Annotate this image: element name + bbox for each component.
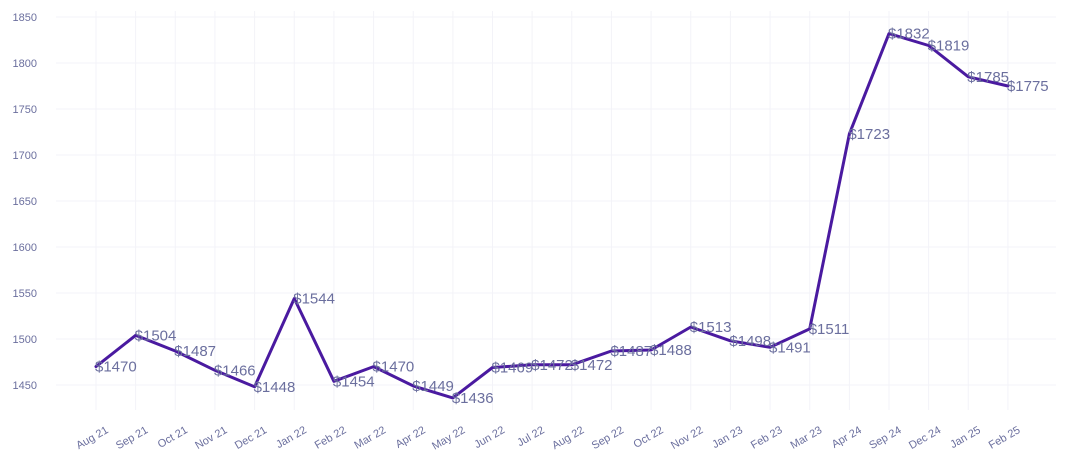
y-tick-label: 1650	[13, 196, 37, 208]
x-tick-label: Dec 24	[907, 424, 943, 452]
x-tick-label: Dec 21	[233, 424, 269, 452]
data-label: $1544	[293, 291, 335, 308]
x-tick-label: Sep 22	[590, 424, 626, 452]
data-label: $1466	[214, 362, 256, 379]
x-tick-label: Jan 25	[948, 424, 983, 451]
data-label: $1436	[452, 390, 494, 407]
data-label: $1469	[492, 360, 534, 377]
x-tick-label: Oct 21	[156, 424, 190, 451]
vertical-gridlines	[95, 11, 1009, 410]
x-tick-label: Feb 23	[749, 424, 785, 452]
y-tick-label: 1450	[13, 380, 37, 392]
x-axis-tick-labels: Aug 21 Sep 21 Oct 21 Nov 21 Dec 21 Jan 22 Feb …	[74, 424, 1022, 452]
x-tick-label: Mar 22	[352, 424, 388, 452]
price-series-line	[94, 32, 1010, 400]
data-labels: $1470$1504$1487$1466$1448$1544$1454$1470…	[95, 26, 1049, 407]
data-label: $1488	[650, 342, 692, 359]
x-tick-label: Aug 22	[550, 424, 586, 452]
x-tick-label: Nov 21	[193, 424, 229, 452]
data-label: $1513	[690, 319, 732, 336]
x-tick-label: Nov 22	[669, 424, 705, 452]
x-tick-label: Aug 21	[74, 424, 110, 452]
x-tick-label: Jun 22	[472, 424, 507, 451]
y-tick-label: 1800	[13, 58, 37, 70]
data-label: $1785	[967, 69, 1009, 86]
data-label: $1491	[769, 339, 811, 356]
y-tick-label: 1550	[13, 288, 37, 300]
y-tick-label: 1750	[13, 104, 37, 116]
horizontal-gridlines	[56, 16, 1056, 386]
data-label: $1832	[888, 26, 930, 43]
data-label: $1472	[531, 357, 573, 374]
data-label: $1448	[254, 379, 296, 396]
y-axis-tick-labels: 1450 1500 1550 1600 1650 1700 1750 1800 1850	[13, 12, 37, 392]
x-tick-label: Oct 22	[632, 424, 666, 451]
data-label: $1511	[809, 321, 850, 338]
data-label: $1487	[610, 343, 652, 360]
x-tick-label: Feb 25	[987, 424, 1023, 452]
x-tick-label: Jul 22	[515, 424, 546, 449]
data-label: $1775	[1007, 78, 1049, 95]
x-tick-label: Sep 24	[867, 424, 903, 452]
x-tick-label: Feb 22	[313, 424, 349, 452]
y-tick-label: 1500	[13, 334, 37, 346]
y-tick-label: 1850	[13, 12, 37, 24]
data-label: $1472	[571, 357, 613, 374]
data-label: $1454	[333, 373, 375, 390]
x-tick-label: Jan 22	[274, 424, 309, 451]
data-label: $1470	[373, 359, 415, 376]
data-label: $1449	[412, 378, 454, 395]
x-tick-label: Jan 23	[710, 424, 745, 451]
x-tick-label: Sep 21	[114, 424, 150, 452]
x-tick-label: Apr 24	[830, 424, 864, 451]
y-tick-label: 1600	[13, 242, 37, 254]
x-tick-label: Apr 22	[394, 424, 428, 451]
data-label: $1487	[174, 343, 216, 360]
y-tick-label: 1700	[13, 150, 37, 162]
data-label: $1819	[928, 38, 970, 55]
data-label: $1504	[135, 327, 177, 344]
x-tick-label: May 22	[430, 424, 467, 452]
data-label: $1470	[95, 359, 137, 376]
x-tick-label: Mar 23	[789, 424, 825, 452]
data-label: $1498	[729, 333, 771, 350]
data-label: $1723	[848, 126, 890, 143]
